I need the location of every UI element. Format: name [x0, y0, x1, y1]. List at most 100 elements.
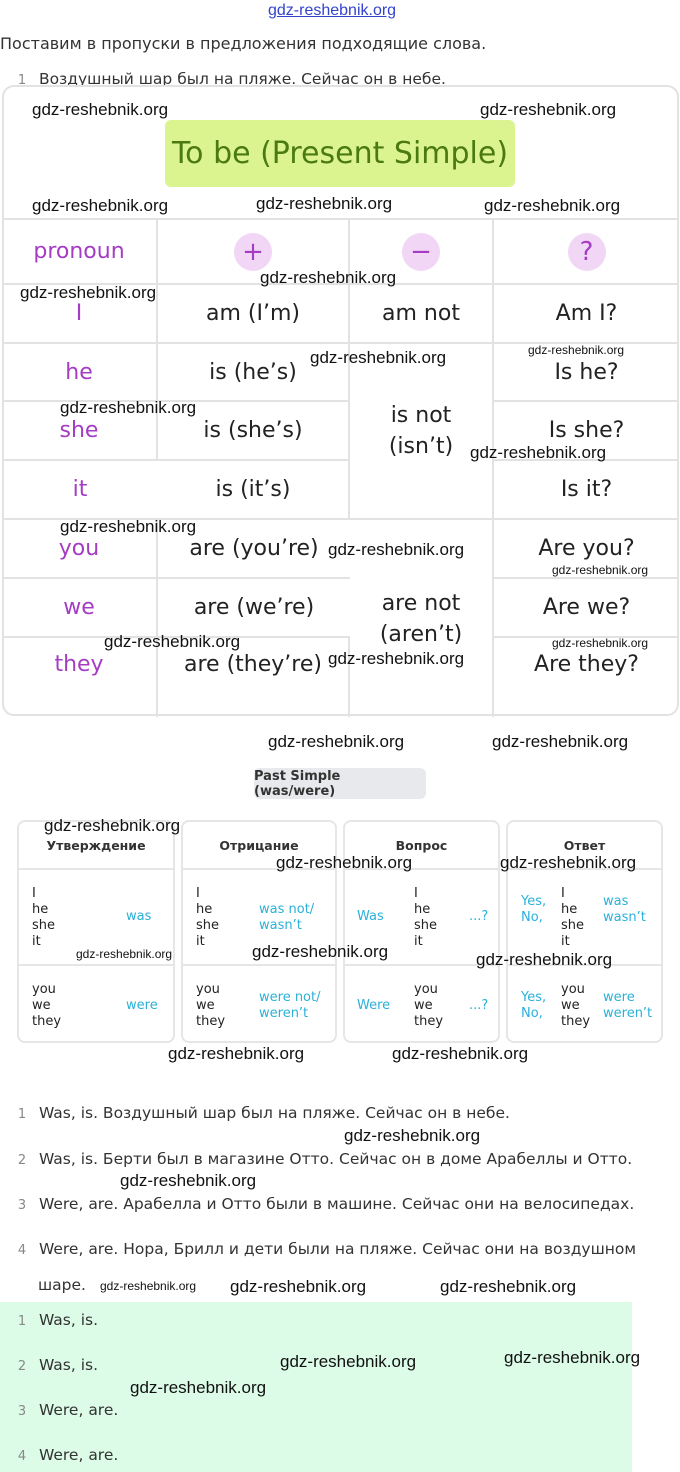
watermark: gdz-reshebnik.org: [260, 268, 397, 287]
verb: were weren’t: [603, 990, 653, 1021]
watermark: gdz-reshebnik.org: [480, 100, 617, 119]
watermark: gdz-reshebnik.org: [552, 563, 649, 577]
watermark: gdz-reshebnik.org: [44, 816, 181, 835]
answer-item: 2 Was, is. Берти был в магазине Отто. Се…: [17, 1150, 633, 1168]
verb: was: [126, 909, 152, 924]
item-number: 1: [17, 73, 27, 86]
negative-cell-are: are not (aren’t): [350, 520, 494, 717]
verb: was wasn’t: [603, 894, 646, 925]
watermark: gdz-reshebnik.org: [32, 196, 169, 215]
header-plus: +: [158, 220, 350, 285]
short-answer: 1 Was, is.: [17, 1311, 99, 1329]
plural-row: Were you we they ...?: [345, 966, 498, 1043]
pronoun-cell: they: [2, 638, 158, 717]
watermark: gdz-reshebnik.org: [392, 1044, 529, 1063]
tail: ...?: [469, 998, 489, 1013]
pronouns: you we they: [32, 982, 62, 1029]
question-cell: Are we?: [494, 579, 679, 638]
header-pronoun: pronoun: [2, 220, 158, 285]
pronoun-cell: he: [2, 344, 158, 402]
watermark: gdz-reshebnik.org: [328, 540, 465, 559]
card-header: Отрицание: [183, 822, 335, 870]
positive-cell: are (they’re): [158, 638, 350, 717]
watermark: gdz-reshebnik.org: [492, 732, 629, 751]
watermark: gdz-reshebnik.org: [328, 649, 465, 668]
watermark: gdz-reshebnik.org: [310, 348, 447, 367]
positive-cell: is (she’s): [158, 402, 350, 461]
positive-cell: are (we’re): [158, 579, 350, 638]
watermark: gdz-reshebnik.org: [528, 343, 625, 357]
yes-no: Yes, No,: [521, 990, 547, 1021]
positive-cell: is (he’s): [158, 344, 350, 402]
watermark: gdz-reshebnik.org: [168, 1044, 305, 1063]
short-answer: 3 Were, are.: [17, 1401, 119, 1419]
watermark: gdz-reshebnik.org: [476, 950, 613, 969]
present-grid: pronoun + − ? I am (I’m) am not Am I? he…: [2, 218, 679, 717]
watermark: gdz-reshebnik.org: [76, 947, 173, 961]
watermark: gdz-reshebnik.org: [60, 398, 197, 417]
watermark: gdz-reshebnik.org: [500, 853, 637, 872]
watermark: gdz-reshebnik.org: [268, 732, 405, 751]
short-answer: 4 Were, are.: [17, 1446, 119, 1464]
question-cell: Are you?: [494, 520, 679, 579]
verb: Were: [357, 998, 391, 1013]
watermark: gdz-reshebnik.org: [230, 1277, 367, 1296]
plural-row: you we they were: [19, 966, 173, 1043]
pronouns: you we they: [561, 982, 591, 1029]
watermark[interactable]: gdz-reshebnik.org: [268, 2, 397, 19]
minus-icon: −: [402, 232, 440, 271]
watermark: gdz-reshebnik.org: [280, 1352, 417, 1371]
pronouns: you we they: [414, 982, 444, 1029]
verb: were not/weren’t: [259, 990, 321, 1021]
header-question: ?: [494, 220, 679, 285]
watermark: gdz-reshebnik.org: [552, 636, 649, 650]
answer-item: 3 Were, are. Арабелла и Отто были в маши…: [17, 1195, 635, 1213]
watermark: gdz-reshebnik.org: [504, 1348, 641, 1367]
watermark: gdz-reshebnik.org: [276, 853, 413, 872]
watermark: gdz-reshebnik.org: [470, 443, 607, 462]
cut-list-item: 1 Воздушный шар был на пляже. Сейчас он …: [10, 70, 446, 86]
positive-cell: is (it’s): [158, 461, 350, 520]
plural-row: you we they were not/weren’t: [183, 966, 335, 1043]
pronoun-cell: it: [2, 461, 158, 520]
card-header: Вопрос: [345, 822, 498, 870]
question-cell: Is it?: [494, 461, 679, 520]
instruction: Поставим в пропуски в предложения подход…: [0, 34, 487, 53]
question-cell: Are they?: [534, 652, 639, 677]
yes-no: Yes, No,: [521, 894, 547, 925]
pronoun-cell: you: [2, 520, 158, 579]
past-simple-button[interactable]: Past Simple (was/were): [254, 768, 426, 799]
answer-item-continuation: шаре.: [38, 1276, 86, 1294]
pronouns: you we they: [196, 982, 226, 1029]
header-minus: −: [350, 220, 494, 285]
watermark: gdz-reshebnik.org: [104, 632, 241, 651]
watermark: gdz-reshebnik.org: [120, 1171, 257, 1190]
pronoun-cell: we: [2, 579, 158, 638]
question-cell: Is she?: [494, 402, 679, 461]
answer-item: 1 Was, is. Воздушный шар был на пляже. С…: [17, 1104, 510, 1122]
positive-cell: am (I’m): [158, 285, 350, 344]
negative-cell: am not: [350, 285, 494, 344]
watermark: gdz-reshebnik.org: [440, 1277, 577, 1296]
short-answers-box: [0, 1302, 632, 1472]
plural-row: Yes, No, you we they were weren’t: [508, 966, 661, 1043]
watermark: gdz-reshebnik.org: [484, 196, 621, 215]
verb: were: [126, 998, 158, 1013]
watermark: gdz-reshebnik.org: [130, 1378, 267, 1397]
watermark: gdz-reshebnik.org: [32, 100, 169, 119]
verb: was not/wasn’t: [259, 902, 315, 933]
watermark: gdz-reshebnik.org: [344, 1126, 481, 1145]
question-cell: Is he?: [494, 344, 679, 402]
table-title: To be (Present Simple): [165, 120, 515, 187]
plus-icon: +: [234, 232, 272, 271]
answer-item: 4 Were, are. Нора, Брилл и дети были на …: [17, 1240, 637, 1258]
